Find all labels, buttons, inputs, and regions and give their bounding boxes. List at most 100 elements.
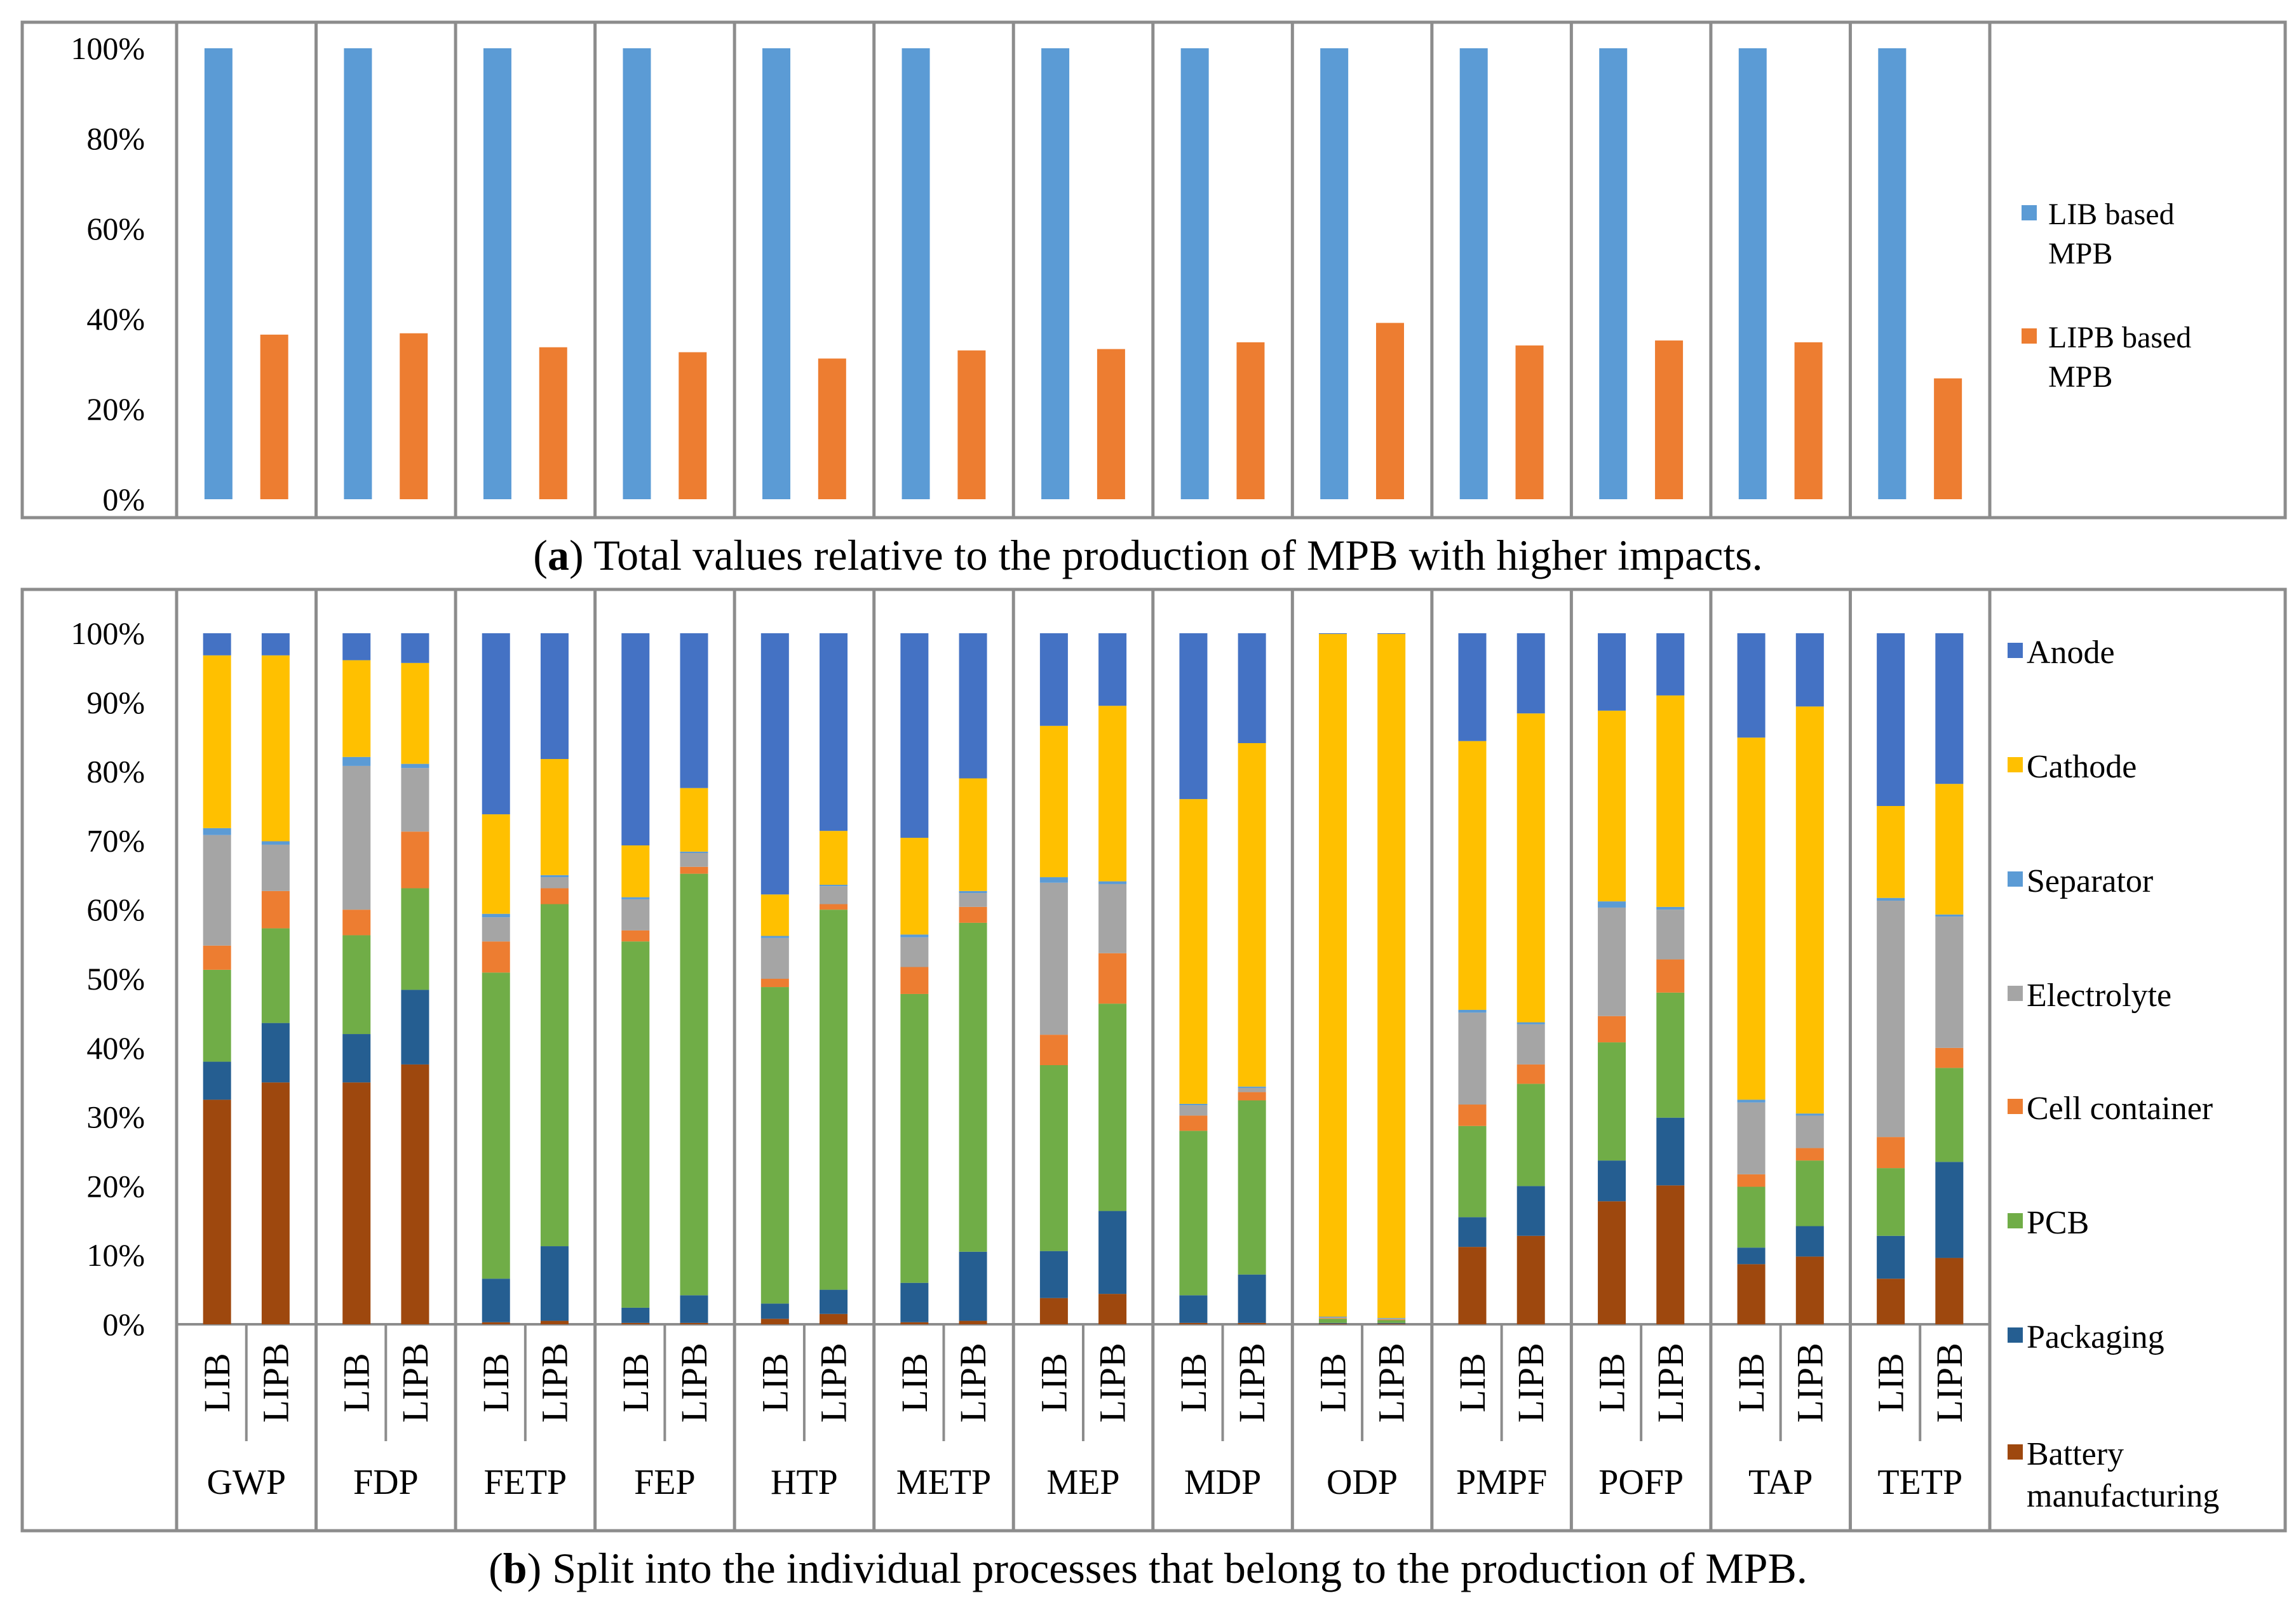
segment-packaging-tap-lipb (1795, 1226, 1824, 1257)
segment-cathode-mep-lipb (1098, 706, 1127, 882)
segment-cathode-tetp-lib (1877, 806, 1905, 898)
segment-packaging-odp-lipb (1377, 1322, 1406, 1324)
x-subcategory-label-tetp-lib: LIB (1870, 1353, 1912, 1412)
x-subcategory-label-odp-lib: LIB (1312, 1353, 1353, 1412)
legend-swatch-lipb-based-mpb (2022, 328, 2037, 344)
segment-cell-container-fdp-lipb (401, 831, 429, 889)
bar-lib-based-mpb-pofp (1599, 48, 1628, 499)
segment-cathode-htp-lib (760, 894, 789, 936)
segment-cathode-metp-lipb (959, 778, 987, 891)
segment-cathode-pofp-lib (1598, 710, 1626, 902)
segment-electrolyte-mep-lib (1039, 882, 1068, 1035)
segment-anode-tetp-lipb (1935, 633, 1964, 784)
legend-swatch-anode (2008, 643, 2023, 658)
segment-electrolyte-odp-lib (1318, 1317, 1347, 1319)
segment-electrolyte-fdp-lib (342, 765, 371, 910)
segment-electrolyte-pofp-lipb (1656, 910, 1685, 960)
segment-cell-container-gwp-lipb (261, 890, 290, 929)
segment-anode-metp-lipb (959, 633, 987, 779)
legend-label-packaging: Packaging (2027, 1319, 2164, 1355)
segment-electrolyte-gwp-lipb (261, 844, 290, 891)
legend-swatch-packaging (2008, 1327, 2023, 1343)
segment-pcb-metp-lipb (959, 922, 987, 1252)
segment-separator-tetp-lipb (1935, 914, 1964, 917)
chart-a-total-values: 0% 20% 40% 60% 80% 100% LIB based MPB LIPB based… (20, 20, 2287, 520)
segment-pcb-gwp-lipb (261, 928, 290, 1023)
bar-lipb-based-mpb-fep (679, 352, 707, 499)
segment-cathode-tap-lib (1737, 737, 1766, 1100)
bar-lipb-based-mpb-mdp (1236, 342, 1265, 499)
caption-b-text: ) Split into the individual processes th… (527, 1544, 1807, 1592)
caption-a: (a) Total values relative to the product… (533, 531, 1763, 579)
legend-swatch-lib-based-mpb (2022, 205, 2037, 220)
segment-anode-gwp-lipb (261, 633, 290, 655)
segment-pcb-odp-lipb (1377, 1320, 1406, 1323)
segment-cathode-pofp-lipb (1656, 695, 1685, 907)
caption-b: (b) Split into the individual processes … (489, 1544, 1807, 1592)
x-category-label-fdp: FDP (353, 1463, 419, 1502)
segment-electrolyte-tetp-lib (1877, 901, 1905, 1138)
chart-a-y-tick-label: 20% (86, 391, 145, 427)
segment-electrolyte-fdp-lipb (401, 768, 429, 832)
segment-battery-manufacturing-fetp-lib (482, 1322, 510, 1324)
segment-anode-pmpf-lib (1458, 633, 1487, 741)
x-subcategory-label-htp-lib: LIB (754, 1353, 795, 1412)
segment-pcb-mep-lipb (1098, 1004, 1127, 1211)
segment-anode-metp-lib (900, 633, 929, 838)
chart-b-y-tick-label: 10% (86, 1237, 145, 1273)
segment-packaging-metp-lib (900, 1282, 929, 1322)
x-category-label-mep: MEP (1046, 1463, 1119, 1502)
x-subcategory-label-mdp-lib: LIB (1173, 1353, 1214, 1412)
legend-swatch-electrolyte (2008, 986, 2023, 1001)
segment-separator-odp-lipb (1377, 1318, 1406, 1319)
segment-battery-manufacturing-fdp-lib (342, 1082, 371, 1324)
segment-separator-fdp-lib (342, 756, 371, 766)
segment-electrolyte-htp-lib (760, 937, 789, 979)
x-subcategory-label-mdp-lipb: LIPB (1231, 1343, 1273, 1423)
segment-separator-fep-lipb (680, 851, 708, 853)
chart-a-y-tick-label: 0% (102, 481, 145, 517)
segment-electrolyte-metp-lipb (959, 893, 987, 907)
segment-separator-tap-lipb (1795, 1113, 1824, 1116)
segment-pcb-fdp-lib (342, 935, 371, 1035)
segment-cathode-tap-lipb (1795, 706, 1824, 1114)
segment-cathode-gwp-lib (203, 655, 231, 828)
segment-cell-container-mdp-lipb (1238, 1092, 1266, 1101)
segment-cell-container-odp-lib (1318, 1318, 1347, 1319)
segment-packaging-pmpf-lipb (1516, 1186, 1545, 1236)
legend-label-cathode: Cathode (2027, 749, 2137, 785)
segment-cathode-gwp-lipb (261, 655, 290, 842)
bar-lipb-based-mpb-tap (1794, 342, 1823, 499)
segment-electrolyte-pmpf-lib (1458, 1012, 1487, 1105)
chart-b-process-split: 0% 10% 20% 30% 40% 50% 60% 70% 80% 90% 100% LIB LIPB… (20, 588, 2287, 1533)
x-subcategory-label-gwp-lib: LIB (196, 1353, 238, 1412)
segment-battery-manufacturing-mep-lipb (1098, 1294, 1127, 1324)
segment-cell-container-tap-lipb (1795, 1148, 1824, 1161)
bar-lib-based-mpb-fep (623, 48, 651, 499)
segment-battery-manufacturing-fep-lipb (680, 1322, 708, 1324)
x-category-label-tap: TAP (1748, 1463, 1813, 1502)
segment-separator-tap-lib (1737, 1099, 1766, 1103)
x-category-label-fetp: FETP (483, 1463, 567, 1502)
segment-electrolyte-tetp-lipb (1935, 917, 1964, 1048)
legend-swatch-pcb (2008, 1213, 2023, 1228)
chart-a-y-tick-label: 80% (86, 121, 145, 156)
segment-separator-fep-lib (621, 897, 650, 899)
segment-cell-container-pofp-lipb (1656, 959, 1685, 993)
segment-electrolyte-fetp-lipb (540, 877, 569, 889)
segment-cell-container-metp-lib (900, 967, 929, 994)
legend-label-cell-container: Cell container (2027, 1091, 2213, 1127)
x-subcategory-label-gwp-lipb: LIPB (255, 1343, 296, 1423)
segment-separator-pmpf-lib (1458, 1009, 1487, 1013)
chart-a-y-tick-label: 100% (71, 30, 145, 66)
segment-pcb-tap-lipb (1795, 1160, 1824, 1226)
x-subcategory-label-tap-lib: LIB (1731, 1353, 1772, 1412)
x-subcategory-label-fdp-lipb: LIPB (395, 1343, 436, 1423)
segment-pcb-tap-lib (1737, 1186, 1766, 1248)
segment-battery-manufacturing-tetp-lib (1877, 1279, 1905, 1324)
segment-cathode-mdp-lipb (1238, 742, 1266, 1087)
segment-cell-container-tap-lib (1737, 1174, 1766, 1187)
segment-anode-htp-lipb (820, 633, 848, 831)
bar-lib-based-mpb-tetp (1878, 48, 1907, 499)
